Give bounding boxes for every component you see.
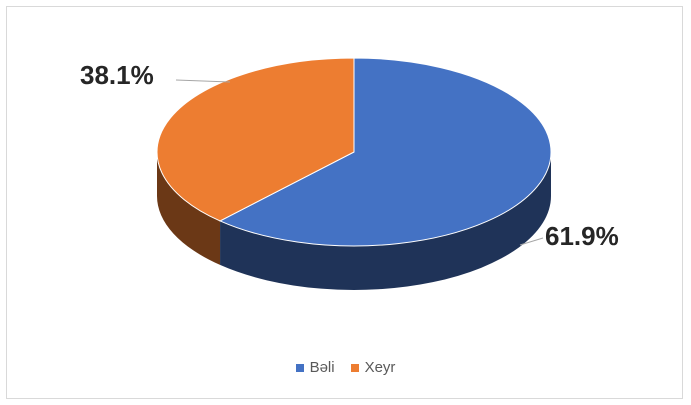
legend-label-xeyr: Xeyr: [364, 359, 396, 376]
pie-side-beli: [220, 152, 551, 290]
data-label-beli: 61.9%: [545, 221, 619, 251]
data-label-xeyr: 38.1%: [80, 60, 154, 90]
leader-lines: [175, 79, 544, 246]
legend-item-xeyr: Xeyr: [350, 359, 396, 376]
pie-slice-beli: [218, 57, 552, 247]
legend-swatch-xeyr: [350, 363, 359, 372]
pie-side-xeyr: [157, 152, 221, 265]
leader-line-xeyr: [175, 79, 231, 83]
legend-item-beli: Bəli: [295, 359, 335, 376]
pie-slice-xeyr: [156, 57, 355, 222]
leader-line-beli: [519, 237, 544, 246]
legend-swatch-beli: [295, 363, 304, 372]
legend: Bəli Xeyr: [0, 359, 691, 376]
legend-label-beli: Bəli: [309, 359, 335, 376]
pie-slices: [156, 57, 552, 290]
